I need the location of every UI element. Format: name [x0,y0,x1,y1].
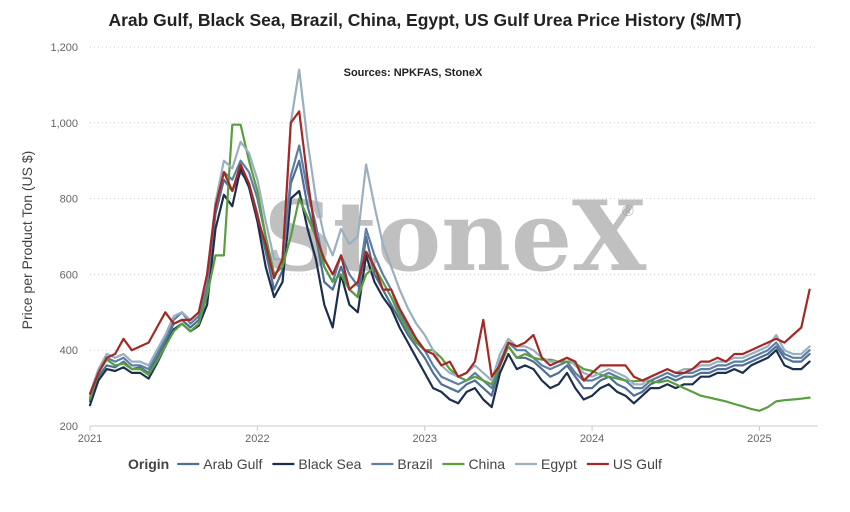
x-axis-ticks: 2021 2022 2023 2024 2025 [78,426,772,445]
watermark-registered-mark: ® [622,203,634,220]
legend-label: Arab Gulf [203,456,262,472]
series-line-china [88,123,811,412]
gridlines [90,46,818,427]
y-tick-label: 400 [60,345,78,357]
x-tick-label: 2021 [78,433,102,445]
legend-label: Egypt [541,456,577,472]
legend-label: US Gulf [613,456,662,472]
watermark-text: StoneX [263,180,647,293]
chart-title: Arab Gulf, Black Sea, Brazil, China, Egy… [108,10,742,30]
y-tick-label: 600 [60,269,78,281]
y-axis-label: Price per Product Ton (US $) [19,151,35,330]
legend-item-brazil[interactable]: Brazil [371,456,432,472]
legend-label: China [468,456,505,472]
y-tick-label: 1,000 [50,118,78,130]
legend[interactable]: Origin Arab Gulf Black Sea Brazil China Egypt… [128,456,662,472]
legend-item-china[interactable]: China [442,456,505,472]
legend-item-us-gulf[interactable]: US Gulf [586,456,662,472]
x-tick-label: 2025 [747,433,771,445]
x-tick-label: 2024 [580,433,604,445]
legend-item-egypt[interactable]: Egypt [515,456,577,472]
x-tick-label: 2023 [412,433,436,445]
legend-item-black-sea[interactable]: Black Sea [272,456,362,472]
y-tick-label: 1,200 [50,42,78,54]
x-tick-label: 2022 [245,433,269,445]
series-line-us-gulf [88,110,811,395]
legend-label: Black Sea [298,456,361,472]
legend-item-arab-gulf[interactable]: Arab Gulf [177,456,262,472]
chart-subtitle: Sources: NPKFAS, StoneX [344,67,483,79]
plot-series [88,68,811,412]
y-tick-label: 800 [60,194,78,206]
y-axis-ticks: 200 400 600 800 1,000 1,200 [50,42,78,433]
legend-title: Origin [128,456,169,472]
y-tick-label: 200 [60,421,78,433]
legend-label: Brazil [397,456,432,472]
watermark: StoneX ® [263,180,647,293]
